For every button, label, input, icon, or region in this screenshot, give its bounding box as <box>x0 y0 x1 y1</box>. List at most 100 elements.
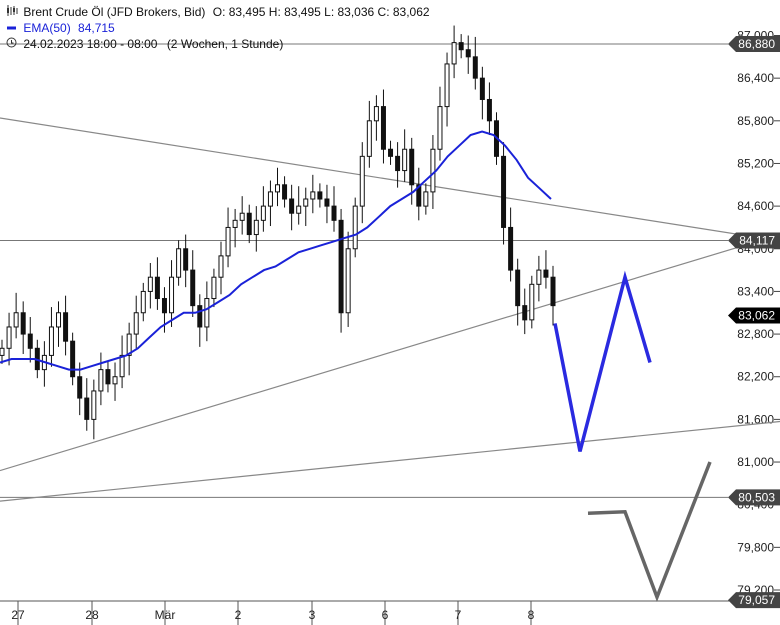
candle-body <box>345 248 351 314</box>
candle-body <box>508 226 514 271</box>
x-tick-label: Mär <box>155 608 176 622</box>
candle-body <box>486 98 492 122</box>
candle-body <box>260 205 266 221</box>
candle-body <box>176 248 182 278</box>
candle-body <box>63 312 69 342</box>
candle-body <box>395 155 401 172</box>
ema50-line <box>0 130 552 371</box>
candle-body <box>388 148 394 157</box>
candle-body <box>246 212 252 236</box>
y-tick-label: 86,400 <box>737 71 774 85</box>
price-label-box <box>728 489 780 506</box>
candle-body <box>70 340 76 378</box>
candle-body <box>13 312 19 328</box>
candle-body <box>0 347 5 356</box>
candle-body <box>479 77 485 100</box>
y-tick-label: 85,200 <box>737 156 774 170</box>
date-range: 24.02.2023 18:00 - 08:00 <box>23 37 158 51</box>
candle-body <box>303 198 309 207</box>
candle-body <box>140 290 146 314</box>
legend-ema-row: EMA(50) 84,715 <box>6 20 115 36</box>
price-label-box <box>728 36 780 53</box>
candle-body <box>465 49 471 58</box>
candle-body <box>84 397 90 420</box>
candle-body <box>161 298 167 314</box>
trendline <box>0 233 780 472</box>
price-label-box <box>728 232 780 249</box>
candle-body <box>91 390 97 420</box>
ema-label: EMA(50) <box>23 21 71 35</box>
price-label-box <box>728 592 780 609</box>
candlestick-icon <box>6 4 20 20</box>
candle-body <box>190 269 196 307</box>
candle-body <box>267 191 273 207</box>
candle-body <box>77 376 83 399</box>
price-label-text: 86,880 <box>738 37 775 51</box>
candle-body <box>105 369 111 385</box>
candle-body <box>133 312 139 335</box>
candle-body <box>430 148 436 193</box>
x-tick-label: 28 <box>85 608 99 622</box>
candle-body <box>352 205 358 250</box>
x-tick-label: 3 <box>309 608 316 622</box>
candle-body <box>282 184 288 200</box>
price-label-box <box>728 307 780 324</box>
interval-label: (2 Wochen, 1 Stunde) <box>166 37 284 51</box>
candle-body <box>338 219 344 314</box>
candle-body <box>366 120 372 157</box>
candle-body <box>98 369 104 392</box>
candle-body <box>20 312 26 335</box>
candle-body <box>515 269 521 307</box>
x-tick-label: 2 <box>235 608 242 622</box>
y-tick-label: 81,000 <box>737 455 774 469</box>
candle-body <box>296 205 302 214</box>
ema-value: 84,715 <box>78 21 115 35</box>
trendline <box>0 117 780 242</box>
candle-body <box>310 191 316 200</box>
candle-body <box>380 106 386 150</box>
candle-body <box>331 205 337 221</box>
scenario-path-blue <box>553 270 652 452</box>
y-tick-label: 79,800 <box>737 540 774 554</box>
candle-body <box>169 276 175 314</box>
candle-body <box>239 212 245 221</box>
candle-body <box>373 106 379 122</box>
clock-icon <box>6 36 20 52</box>
candle-body <box>183 248 189 271</box>
candle-body <box>501 155 507 228</box>
price-label-text: 79,057 <box>738 593 775 607</box>
candle-body <box>112 376 118 385</box>
candle-body <box>56 312 62 328</box>
candle-body <box>536 269 542 285</box>
candle-body <box>423 191 429 207</box>
candle-body <box>416 184 422 207</box>
y-tick-label: 82,200 <box>737 370 774 384</box>
candle-body <box>119 354 125 378</box>
candle-body <box>48 326 54 356</box>
x-tick-label: 27 <box>11 608 25 622</box>
candle-body <box>218 255 224 278</box>
price-label-text: 84,117 <box>739 233 775 247</box>
y-tick-label: 82,800 <box>737 327 774 341</box>
candle-body <box>225 226 231 257</box>
candle-body <box>27 333 33 349</box>
candle-body <box>204 298 210 328</box>
x-tick-label: 6 <box>382 608 389 622</box>
candle-body <box>543 269 549 278</box>
candle-body <box>253 219 259 236</box>
candle-body <box>197 305 203 328</box>
candle-body <box>324 198 330 207</box>
ema-line-icon <box>6 20 20 36</box>
candle-body <box>275 184 280 193</box>
candle-body <box>529 283 535 321</box>
instrument-title: Brent Crude Öl (JFD Brokers, Bid) <box>23 5 206 19</box>
candle-body <box>6 326 12 349</box>
scenario-path-gray <box>587 461 712 602</box>
candle-body <box>126 333 132 356</box>
trendline <box>0 420 780 502</box>
y-tick-label: 85,800 <box>737 114 774 128</box>
candle-body <box>211 276 217 300</box>
x-tick-label: 7 <box>455 608 462 622</box>
candle-body <box>232 219 238 228</box>
